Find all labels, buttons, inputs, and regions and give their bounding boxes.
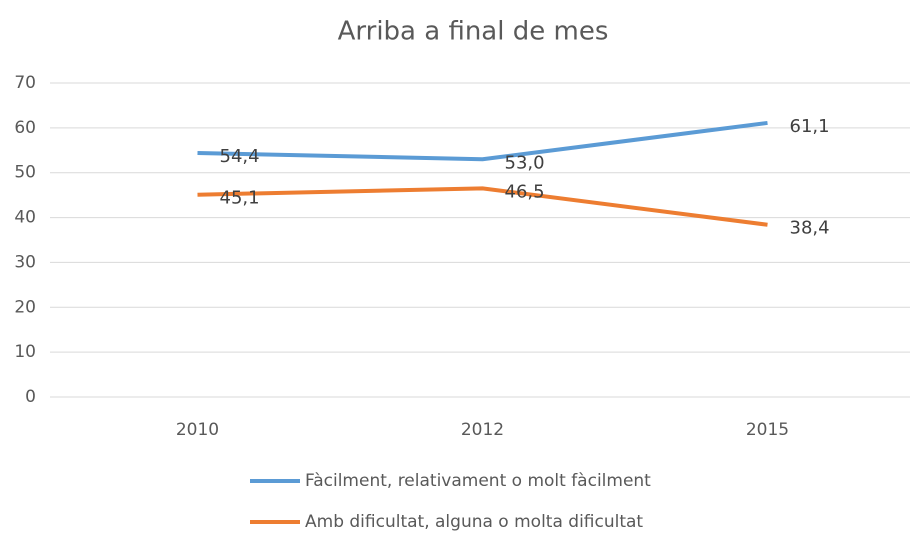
legend-label: Fàcilment, relativament o molt fàcilment [305,471,651,491]
data-label: 46,5 [505,181,545,202]
y-tick-label: 70 [14,73,36,93]
y-tick-label: 10 [14,342,36,362]
data-label: 61,1 [790,116,830,137]
data-label: 38,4 [790,218,830,239]
series-line [197,186,768,227]
y-tick-label: 50 [14,163,36,183]
y-tick-label: 40 [14,208,36,228]
x-tick-label: 2010 [176,420,219,440]
x-tick-label: 2012 [461,420,504,440]
y-tick-label: 20 [14,297,36,317]
legend-label: Amb dificultat, alguna o molta dificulta… [305,512,643,532]
x-tick-label: 2015 [746,420,789,440]
data-label: 45,1 [220,188,260,209]
series-line [197,120,768,162]
data-label: 54,4 [220,146,260,167]
chart-title: Arriba a final de mes [338,17,609,47]
y-tick-label: 60 [14,118,36,138]
y-tick-label: 30 [14,252,36,272]
data-label: 53,0 [505,152,545,173]
y-tick-label: 0 [25,387,36,407]
